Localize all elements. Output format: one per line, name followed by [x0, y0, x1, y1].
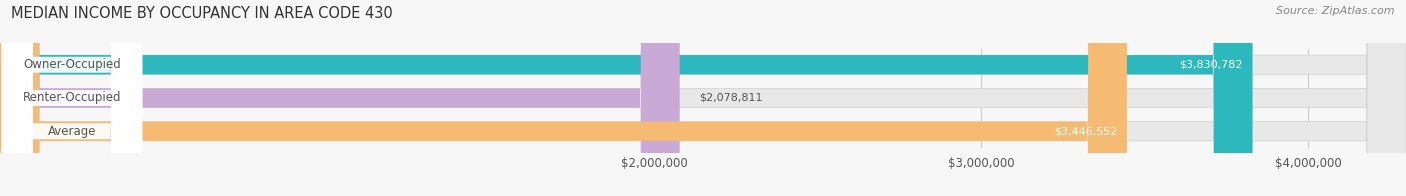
- FancyBboxPatch shape: [0, 0, 1128, 196]
- Text: $3,446,552: $3,446,552: [1053, 126, 1118, 136]
- Text: Renter-Occupied: Renter-Occupied: [22, 92, 121, 104]
- FancyBboxPatch shape: [0, 0, 1253, 196]
- Text: Average: Average: [48, 125, 96, 138]
- Text: Source: ZipAtlas.com: Source: ZipAtlas.com: [1277, 6, 1395, 16]
- Text: $2,078,811: $2,078,811: [699, 93, 763, 103]
- Text: Owner-Occupied: Owner-Occupied: [22, 58, 121, 71]
- FancyBboxPatch shape: [0, 0, 679, 196]
- Text: MEDIAN INCOME BY OCCUPANCY IN AREA CODE 430: MEDIAN INCOME BY OCCUPANCY IN AREA CODE …: [11, 6, 394, 21]
- FancyBboxPatch shape: [1, 0, 142, 196]
- Text: $3,830,782: $3,830,782: [1180, 60, 1243, 70]
- FancyBboxPatch shape: [1, 0, 142, 196]
- FancyBboxPatch shape: [1, 0, 142, 196]
